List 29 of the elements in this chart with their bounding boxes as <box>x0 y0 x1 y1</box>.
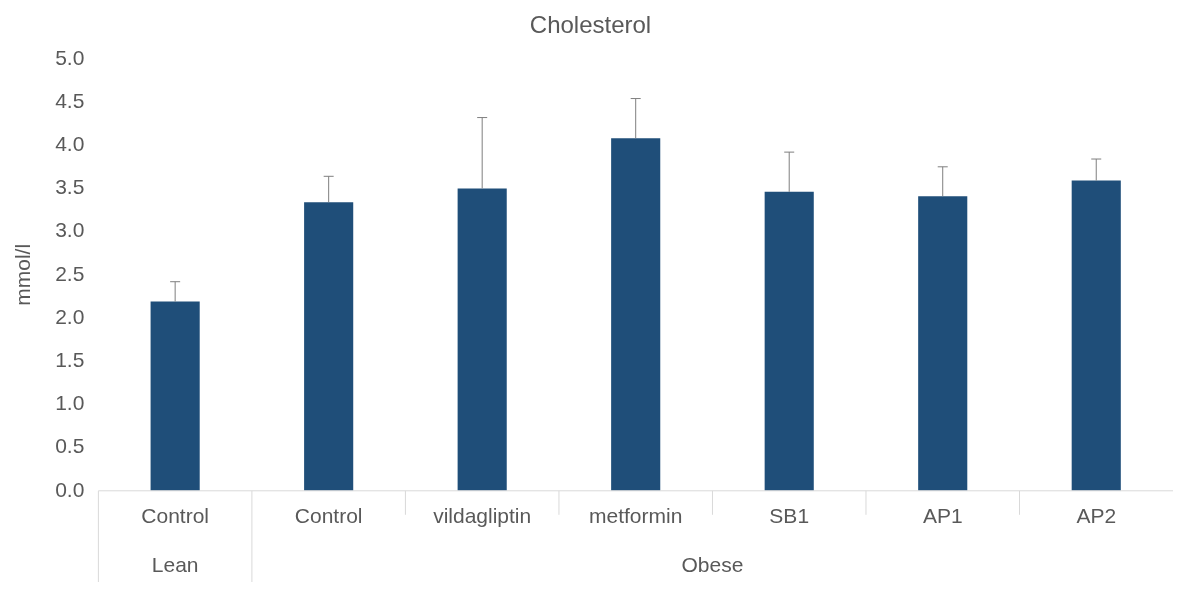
y-tick-label: 3.5 <box>55 175 85 199</box>
y-tick-label: 0.0 <box>55 477 85 501</box>
text: Lean <box>151 552 199 576</box>
text: Obese <box>681 552 744 576</box>
y-tick-label: 4.5 <box>55 88 85 112</box>
x-tick-label: SB1 <box>769 504 810 528</box>
y-axis-title: mmol/l <box>11 243 35 306</box>
bar <box>918 196 968 491</box>
y-tick-label: 5.0 <box>55 45 85 69</box>
x-tick-label: Control <box>294 504 363 528</box>
x-tick-label: vildagliptin <box>433 504 532 528</box>
x-tick-label: Control <box>141 504 209 528</box>
x-tick-label: metformin <box>589 504 683 528</box>
bar <box>764 191 814 491</box>
bar <box>1071 180 1121 491</box>
chart-title: Cholesterol <box>529 11 652 39</box>
x-tick-label: AP1 <box>922 504 963 528</box>
y-tick-label: 1.5 <box>55 348 85 371</box>
x-tick-label: AP2 <box>1076 504 1117 528</box>
y-tick-label: 2.0 <box>55 304 85 328</box>
y-tick-label: 0.5 <box>55 434 85 458</box>
y-tick-label: 2.5 <box>55 261 85 285</box>
bar <box>150 301 200 491</box>
y-tick-label: 1.0 <box>55 391 85 415</box>
y-tick-label: 4.0 <box>55 132 85 155</box>
bar <box>457 188 507 491</box>
y-tick-label: 3.0 <box>55 218 85 242</box>
bar <box>304 202 354 491</box>
bar <box>611 138 661 491</box>
